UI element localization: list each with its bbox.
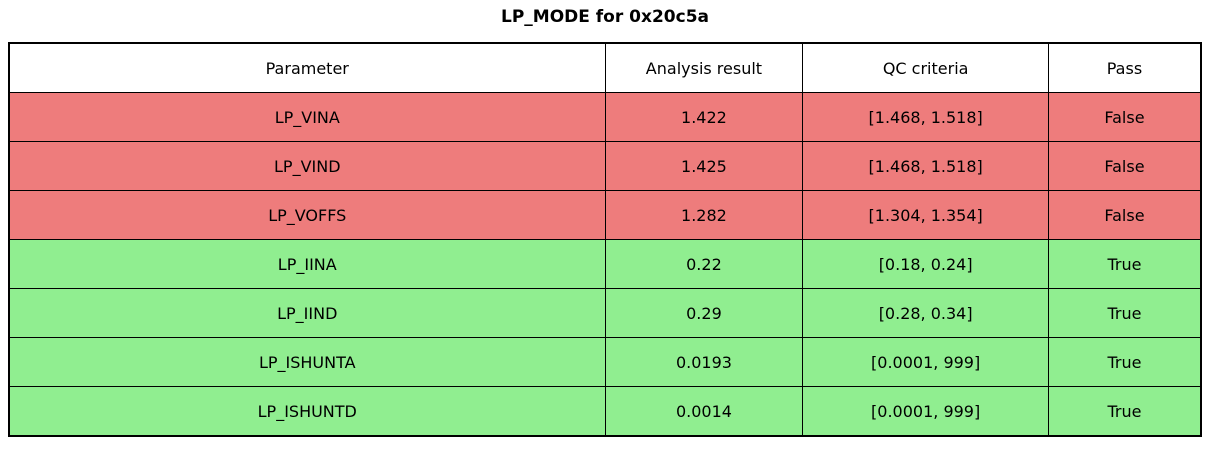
cell-qc-criteria: [0.18, 0.24] — [802, 239, 1049, 289]
table-row: LP_VINA 1.422 [1.468, 1.518] False — [8, 92, 1202, 142]
cell-parameter: LP_ISHUNTD — [8, 386, 606, 437]
cell-qc-criteria: [1.304, 1.354] — [802, 190, 1049, 240]
cell-qc-criteria: [1.468, 1.518] — [802, 92, 1049, 142]
page-title: LP_MODE for 0x20c5a — [500, 7, 709, 27]
cell-pass: True — [1047, 239, 1202, 289]
qc-table: Parameter Analysis result QC criteria Pa… — [8, 42, 1202, 437]
table-row: LP_VIND 1.425 [1.468, 1.518] False — [8, 141, 1202, 191]
cell-pass: False — [1047, 190, 1202, 240]
cell-pass: False — [1047, 141, 1202, 191]
table-row: LP_VOFFS 1.282 [1.304, 1.354] False — [8, 190, 1202, 240]
cell-parameter: LP_IIND — [8, 288, 606, 338]
column-header-parameter: Parameter — [8, 42, 606, 93]
cell-analysis-result: 0.0014 — [604, 386, 804, 437]
cell-pass: False — [1047, 92, 1202, 142]
cell-pass: True — [1047, 386, 1202, 437]
cell-analysis-result: 0.0193 — [604, 337, 804, 387]
header-row: Parameter Analysis result QC criteria Pa… — [8, 42, 1202, 93]
table-body: LP_VINA 1.422 [1.468, 1.518] False LP_VI… — [8, 92, 1202, 437]
cell-analysis-result: 1.282 — [604, 190, 804, 240]
column-header-qc-criteria: QC criteria — [802, 42, 1049, 93]
cell-parameter: LP_VIND — [8, 141, 606, 191]
cell-analysis-result: 1.425 — [604, 141, 804, 191]
cell-pass: True — [1047, 288, 1202, 338]
cell-analysis-result: 0.22 — [604, 239, 804, 289]
cell-parameter: LP_VINA — [8, 92, 606, 142]
cell-analysis-result: 0.29 — [604, 288, 804, 338]
cell-parameter: LP_VOFFS — [8, 190, 606, 240]
column-header-analysis-result: Analysis result — [604, 42, 804, 93]
cell-qc-criteria: [0.28, 0.34] — [802, 288, 1049, 338]
table-row: LP_ISHUNTA 0.0193 [0.0001, 999] True — [8, 337, 1202, 387]
cell-parameter: LP_IINA — [8, 239, 606, 289]
table-row: LP_IIND 0.29 [0.28, 0.34] True — [8, 288, 1202, 338]
cell-analysis-result: 1.422 — [604, 92, 804, 142]
column-header-pass: Pass — [1047, 42, 1202, 93]
cell-qc-criteria: [0.0001, 999] — [802, 337, 1049, 387]
table-row: LP_ISHUNTD 0.0014 [0.0001, 999] True — [8, 386, 1202, 437]
cell-parameter: LP_ISHUNTA — [8, 337, 606, 387]
cell-pass: True — [1047, 337, 1202, 387]
cell-qc-criteria: [0.0001, 999] — [802, 386, 1049, 437]
cell-qc-criteria: [1.468, 1.518] — [802, 141, 1049, 191]
table-row: LP_IINA 0.22 [0.18, 0.24] True — [8, 239, 1202, 289]
